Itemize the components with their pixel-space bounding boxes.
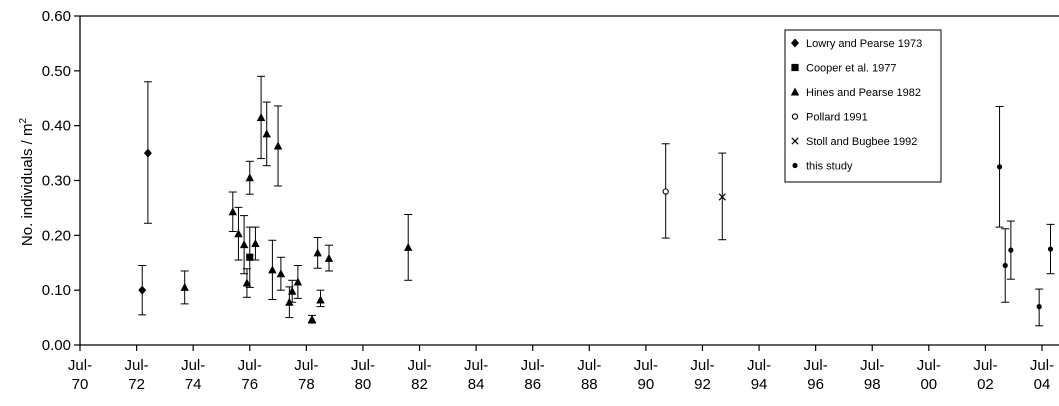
x-tick-label-month: Jul- (577, 357, 601, 374)
x-tick-label-year: 94 (751, 376, 768, 393)
legend-label: Lowry and Pearse 1973 (806, 38, 922, 50)
y-tick-label: 0.20 (42, 227, 71, 244)
data-marks (138, 75, 1055, 327)
data-point (239, 240, 249, 249)
legend-label: Pollard 1991 (806, 112, 868, 124)
legend-label: Hines and Pearse 1982 (806, 87, 921, 99)
data-point (180, 282, 189, 291)
y-tick-label: 0.00 (42, 337, 71, 354)
data-point (273, 141, 283, 150)
x-tick-label-month: Jul- (973, 357, 997, 374)
legend-label: Stoll and Bugbee 1992 (806, 136, 917, 148)
legend-marker (792, 162, 798, 169)
data-point (324, 253, 334, 262)
x-tick-label-month: Jul- (351, 357, 375, 374)
data-point (313, 248, 322, 257)
y-tick-label: 0.40 (42, 118, 71, 135)
x-tick-label-year: 70 (72, 376, 89, 393)
x-tick-label-month: Jul- (860, 357, 884, 374)
x-tick-label-month: Jul- (407, 357, 431, 374)
x-tick-label-month: Jul- (125, 357, 149, 374)
x-tick-label-month: Jul- (634, 357, 658, 374)
data-point (404, 242, 413, 251)
legend-marker (791, 113, 799, 120)
legend-box (784, 29, 942, 183)
y-tick-label: 0.30 (42, 173, 71, 190)
data-point (256, 112, 266, 121)
x-tick-label-year: 92 (694, 376, 711, 393)
series-2 (180, 75, 413, 324)
x-tick-label-year: 72 (128, 376, 145, 393)
data-point (1047, 246, 1054, 252)
x-tick-label-year: 00 (920, 376, 937, 393)
x-tick-label-year: 86 (524, 376, 541, 393)
x-tick-label-month: Jul- (690, 357, 714, 374)
x-tick-label-month: Jul- (521, 357, 545, 374)
data-point (316, 295, 325, 304)
data-point (242, 278, 252, 287)
legend: Lowry and Pearse 1973 Cooper et al. 1977 H… (784, 29, 942, 183)
data-point (662, 188, 669, 195)
data-point (1002, 262, 1008, 269)
x-tick-label-year: 84 (468, 376, 485, 393)
y-axis-title: No. individuals / m2 (18, 118, 36, 247)
data-point (307, 314, 317, 323)
y-axis-title-superscript: 2 (18, 118, 29, 124)
x-tick-label-year: 04 (1034, 376, 1051, 393)
y-tick-label: 0.10 (42, 282, 71, 299)
x-tick-label-month: Jul- (68, 357, 92, 374)
x-tick-label-month: Jul- (804, 357, 828, 374)
x-tick-label-year: 96 (807, 376, 824, 393)
y-tick-label: 0.60 (42, 8, 71, 25)
x-tick-label-year: 78 (298, 376, 315, 393)
series-0 (138, 81, 152, 316)
data-point (293, 277, 303, 286)
x-tick-label-year: 02 (977, 376, 994, 393)
y-tick-label: 0.50 (42, 63, 71, 80)
data-point (251, 239, 260, 248)
x-tick-label-month: Jul- (747, 357, 771, 374)
data-point (234, 229, 243, 238)
series-4 (718, 152, 727, 241)
x-tick-label-year: 88 (581, 376, 598, 393)
legend-label: Cooper et al. 1977 (806, 63, 897, 75)
x-tick-label-month: Jul- (1030, 357, 1054, 374)
data-point (276, 269, 286, 278)
x-tick-label-year: 74 (185, 376, 202, 393)
x-tick-label-month: Jul- (238, 357, 262, 374)
legend-marker (790, 87, 800, 96)
data-point (996, 164, 1003, 170)
legend-marker (791, 137, 799, 145)
data-point (718, 193, 726, 201)
x-tick-label-year: 76 (241, 376, 258, 393)
legend-label: this study (806, 161, 853, 173)
x-tick-label-year: 98 (864, 376, 881, 393)
series-3 (661, 143, 670, 239)
data-point (143, 148, 152, 158)
x-tick-label-year: 80 (355, 376, 372, 393)
x-tick-label-year: 90 (638, 376, 655, 393)
x-tick-label-year: 82 (411, 376, 428, 393)
data-point (245, 173, 254, 182)
y-axis-title-text: No. individuals / m (19, 124, 36, 247)
data-point (228, 207, 237, 216)
series-5 (995, 105, 1055, 327)
x-tick-label-month: Jul- (464, 357, 488, 374)
x-tick-label-month: Jul- (181, 357, 205, 374)
data-point (246, 253, 254, 261)
x-tick-label-month: Jul- (917, 357, 941, 374)
data-point (1036, 304, 1042, 310)
axes: 0.00 0.10 0.20 0.30 0.40 0.50 0.60 Jul- 70 Jul- 72… (42, 8, 1059, 393)
data-point (288, 286, 297, 295)
data-point (262, 129, 271, 138)
data-point (268, 265, 277, 274)
data-point (138, 285, 147, 295)
legend-marker (791, 38, 799, 48)
data-point (1008, 247, 1014, 253)
legend-marker (791, 63, 799, 72)
x-tick-label-month: Jul- (294, 357, 318, 374)
